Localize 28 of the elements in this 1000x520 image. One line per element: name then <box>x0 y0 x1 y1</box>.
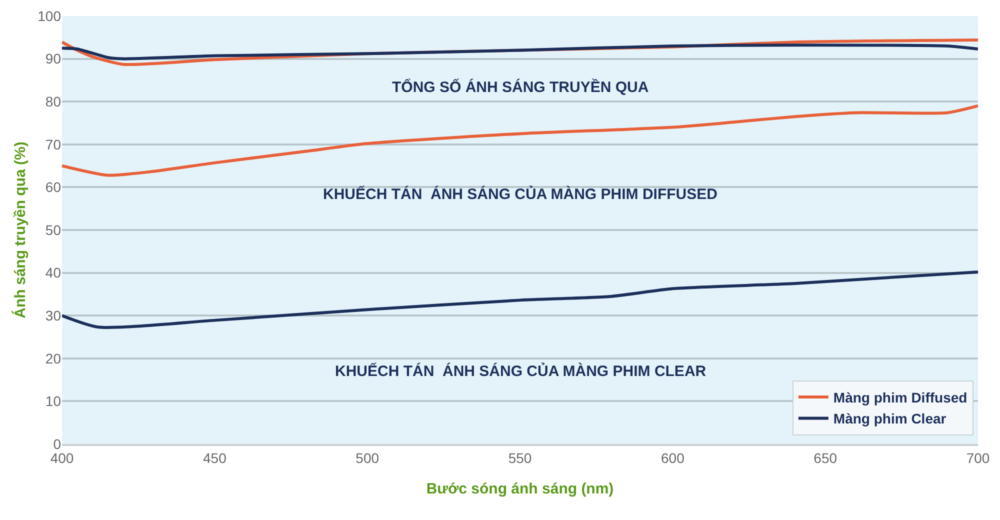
x-tick-label: 600 <box>660 450 685 466</box>
annotation: TỔNG SỐ ÁNH SÁNG TRUYỀN QUA <box>392 78 649 96</box>
y-tick-label: 60 <box>45 179 62 196</box>
y-tick-label: 50 <box>45 222 62 238</box>
x-tick-label: 500 <box>356 450 380 466</box>
annotation: KHUẾCH TÁN ÁNH SÁNG CỦA MÀNG PHIM CLEAR <box>335 362 706 380</box>
y-axis-title: Ánh sáng truyền qua (%) <box>10 142 29 318</box>
legend-label: Màng phim Clear <box>833 410 947 427</box>
annotation: KHUẾCH TÁN ÁNH SÁNG CỦA MÀNG PHIM DIFFUSED <box>323 185 718 203</box>
line-series <box>62 270 978 329</box>
y-tick-label: 20 <box>45 350 62 366</box>
y-tick-label: 90 <box>45 50 62 67</box>
x-tick-label: 650 <box>814 450 838 466</box>
x-tick-label: 450 <box>202 450 227 466</box>
y-tick-label: 10 <box>45 393 62 410</box>
legend-label: Màng phim Diffused <box>833 390 968 406</box>
y-tick-label: 40 <box>45 264 62 281</box>
y-tick-label: 80 <box>45 94 62 110</box>
x-axis-title: Bước sóng ánh sáng (nm) <box>426 480 614 498</box>
x-tick-label: 700 <box>966 450 990 466</box>
y-tick-label: 30 <box>45 308 62 324</box>
line-series <box>62 44 978 60</box>
x-tick-label: 550 <box>508 450 532 466</box>
y-tick-label: 70 <box>45 136 62 152</box>
x-tick-label: 400 <box>50 450 74 466</box>
y-tick-label: 100 <box>38 8 62 24</box>
line-series <box>62 104 978 177</box>
y-tick-label: 0 <box>53 436 62 452</box>
